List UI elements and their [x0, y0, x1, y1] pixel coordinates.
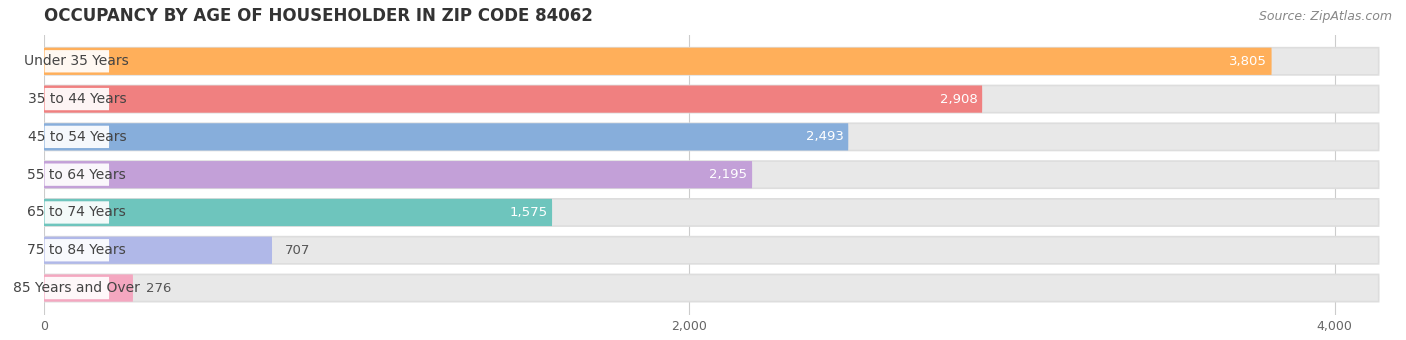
Text: 35 to 44 Years: 35 to 44 Years [28, 92, 127, 106]
FancyBboxPatch shape [44, 237, 271, 264]
FancyBboxPatch shape [45, 164, 110, 186]
FancyBboxPatch shape [45, 50, 110, 72]
FancyBboxPatch shape [44, 123, 1379, 151]
FancyBboxPatch shape [44, 48, 1271, 75]
FancyBboxPatch shape [44, 199, 553, 226]
Text: 2,908: 2,908 [939, 92, 977, 106]
Text: OCCUPANCY BY AGE OF HOUSEHOLDER IN ZIP CODE 84062: OCCUPANCY BY AGE OF HOUSEHOLDER IN ZIP C… [44, 7, 593, 25]
FancyBboxPatch shape [44, 199, 1379, 226]
FancyBboxPatch shape [44, 274, 134, 302]
FancyBboxPatch shape [44, 85, 983, 113]
FancyBboxPatch shape [44, 161, 752, 188]
Text: 2,195: 2,195 [709, 168, 748, 181]
Text: 75 to 84 Years: 75 to 84 Years [28, 243, 127, 257]
Text: 2,493: 2,493 [806, 130, 844, 143]
FancyBboxPatch shape [45, 201, 110, 224]
Text: 1,575: 1,575 [509, 206, 547, 219]
FancyBboxPatch shape [45, 126, 110, 148]
FancyBboxPatch shape [45, 239, 110, 261]
FancyBboxPatch shape [45, 277, 110, 299]
Text: 707: 707 [285, 244, 311, 257]
Text: 3,805: 3,805 [1229, 55, 1267, 68]
Text: Source: ZipAtlas.com: Source: ZipAtlas.com [1258, 10, 1392, 23]
FancyBboxPatch shape [44, 123, 848, 151]
Text: Under 35 Years: Under 35 Years [24, 54, 129, 68]
Text: 45 to 54 Years: 45 to 54 Years [28, 130, 127, 144]
Text: 65 to 74 Years: 65 to 74 Years [28, 205, 127, 219]
FancyBboxPatch shape [45, 88, 110, 110]
Text: 276: 276 [146, 282, 172, 294]
FancyBboxPatch shape [44, 85, 1379, 113]
FancyBboxPatch shape [44, 237, 1379, 264]
Text: 55 to 64 Years: 55 to 64 Years [28, 168, 127, 182]
FancyBboxPatch shape [44, 274, 1379, 302]
Text: 85 Years and Over: 85 Years and Over [14, 281, 141, 295]
FancyBboxPatch shape [44, 161, 1379, 188]
FancyBboxPatch shape [44, 48, 1379, 75]
